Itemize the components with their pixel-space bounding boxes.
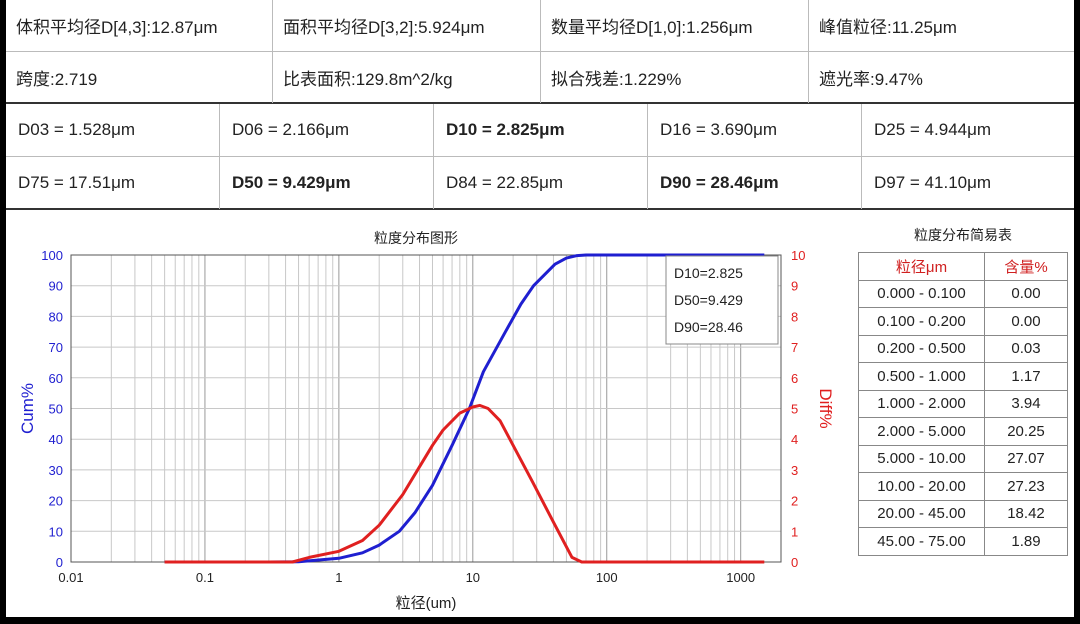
percentile-d06: D06 = 2.166μm [220,104,434,156]
table-cell-range: 1.000 - 2.000 [858,389,985,418]
table-cell-value: 18.42 [984,499,1068,528]
y-right-tick-label: 9 [791,279,798,294]
summary-row: 跨度:2.719 比表面积:129.8m^2/kg 拟合残差:1.229% 遮光… [6,51,1074,103]
y-left-tick-label: 10 [49,524,63,539]
annotation-label: D50=9.429 [674,292,743,308]
summary-area-mean: 面积平均径D[3,2]:5.924μm [273,0,541,51]
x-tick-label: 100 [596,570,618,585]
y-left-tick-label: 30 [49,463,63,478]
table-cell-range: 45.00 - 75.00 [858,527,985,556]
y-left-tick-label: 70 [49,340,63,355]
percentile-d97: D97 = 41.10μm [874,173,992,192]
table-row: 5.000 - 10.00 27.07 [858,444,1068,473]
percentile-d03: D03 = 1.528μm [6,104,220,156]
y-left-tick-label: 50 [49,402,63,417]
x-tick-label: 10 [466,570,480,585]
table-row: 0.500 - 1.000 1.17 [858,362,1068,391]
table-row: 45.00 - 75.00 1.89 [858,527,1068,556]
y-left-tick-label: 0 [56,555,63,570]
y-right-tick-label: 6 [791,371,798,386]
percentile-row: D03 = 1.528μm D06 = 2.166μm D10 = 2.825μ… [6,104,1074,156]
annotation-label: D10=2.825 [674,265,743,281]
y-left-axis-label: Cum% [18,383,37,434]
y-right-tick-label: 3 [791,463,798,478]
y-right-tick-label: 4 [791,432,798,447]
table-cell-range: 0.000 - 0.100 [858,279,985,308]
table-cell-value: 1.17 [984,362,1068,391]
y-left-tick-label: 40 [49,432,63,447]
dist-table-header-content: 含量% [984,252,1068,281]
percentile-d25: D25 = 4.944μm [874,120,992,139]
summary-volume-mean: 体积平均径D[4,3]:12.87μm [6,0,273,51]
summary-span: 跨度:2.719 [6,52,273,103]
percentile-d16: D16 = 3.690μm [648,104,862,156]
y-right-tick-label: 5 [791,402,798,417]
table-cell-value: 0.00 [984,307,1068,336]
table-cell-value: 27.23 [984,472,1068,501]
annotation-box [665,255,779,345]
table-cell-range: 0.500 - 1.000 [858,362,985,391]
summary-specific-surface: 比表面积:129.8m^2/kg [273,52,541,103]
summary-obscuration: 遮光率:9.47% [819,70,923,89]
y-left-tick-label: 20 [49,494,63,509]
summary-stats-table: 体积平均径D[4,3]:12.87μm 面积平均径D[3,2]:5.924μm … [6,0,1074,104]
table-cell-range: 2.000 - 5.000 [858,417,985,446]
y-left-tick-label: 80 [49,309,63,324]
x-tick-label: 1000 [726,570,755,585]
table-row: 10.00 - 20.00 27.23 [858,472,1068,501]
table-cell-range: 5.000 - 10.00 [858,444,985,473]
dist-table-title: 粒度分布简易表 [914,227,1012,243]
y-right-tick-label: 0 [791,555,798,570]
table-row: 20.00 - 45.00 18.42 [858,499,1068,528]
table-row: 2.000 - 5.000 20.25 [858,417,1068,446]
chart-title: 粒度分布图形 [374,230,458,246]
x-tick-label: 1 [335,570,342,585]
annotation-label: D90=28.46 [674,319,743,335]
y-right-tick-label: 2 [791,494,798,509]
percentile-row: D75 = 17.51μm D50 = 9.429μm D84 = 22.85μ… [6,156,1074,209]
y-right-tick-label: 1 [791,524,798,539]
y-right-axis-label: Diff% [816,388,835,428]
table-row: 0.100 - 0.200 0.00 [858,307,1068,336]
table-cell-range: 20.00 - 45.00 [858,499,985,528]
table-row: 0.200 - 0.500 0.03 [858,334,1068,363]
table-cell-range: 10.00 - 20.00 [858,472,985,501]
y-right-tick-label: 7 [791,340,798,355]
table-cell-value: 20.25 [984,417,1068,446]
percentile-d84: D84 = 22.85μm [434,157,648,209]
summary-number-mean: 数量平均径D[1,0]:1.256μm [541,0,809,51]
y-right-tick-label: 8 [791,309,798,324]
y-left-tick-label: 90 [49,279,63,294]
table-cell-value: 0.00 [984,279,1068,308]
dist-table: 粒径μm 含量% 0.000 - 0.100 0.00 0.100 - 0.200… [858,252,1068,556]
percentile-d75: D75 = 17.51μm [6,157,220,209]
table-cell-value: 0.03 [984,334,1068,363]
dist-table-header-row: 粒径μm 含量% [858,252,1068,281]
y-left-tick-label: 100 [41,248,63,263]
table-cell-value: 27.07 [984,444,1068,473]
summary-peak-size: 峰值粒径:11.25μm [819,18,957,37]
table-cell-value: 3.94 [984,389,1068,418]
summary-row: 体积平均径D[4,3]:12.87μm 面积平均径D[3,2]:5.924μm … [6,0,1074,51]
x-tick-label: 0.01 [58,570,83,585]
table-cell-value: 1.89 [984,527,1068,556]
table-cell-range: 0.200 - 0.500 [858,334,985,363]
percentile-d50: D50 = 9.429μm [220,157,434,209]
y-right-tick-label: 10 [791,248,805,263]
plot-frame [70,254,782,563]
percentile-d90: D90 = 28.46μm [648,157,862,209]
x-axis-label: 粒径(um) [396,595,457,612]
x-tick-label: 0.1 [196,570,214,585]
summary-fit-residual: 拟合残差:1.229% [541,52,809,103]
percentile-d10: D10 = 2.825μm [434,104,648,156]
table-row: 0.000 - 0.100 0.00 [858,279,1068,308]
dist-table-header-size: 粒径μm [858,252,985,281]
percentile-table: D03 = 1.528μm D06 = 2.166μm D10 = 2.825μ… [6,104,1074,210]
diff-curve [164,403,765,564]
report-frame: 体积平均径D[4,3]:12.87μm 面积平均径D[3,2]:5.924μm … [6,0,1074,617]
table-cell-range: 0.100 - 0.200 [858,307,985,336]
y-left-tick-label: 60 [49,371,63,386]
table-row: 1.000 - 2.000 3.94 [858,389,1068,418]
